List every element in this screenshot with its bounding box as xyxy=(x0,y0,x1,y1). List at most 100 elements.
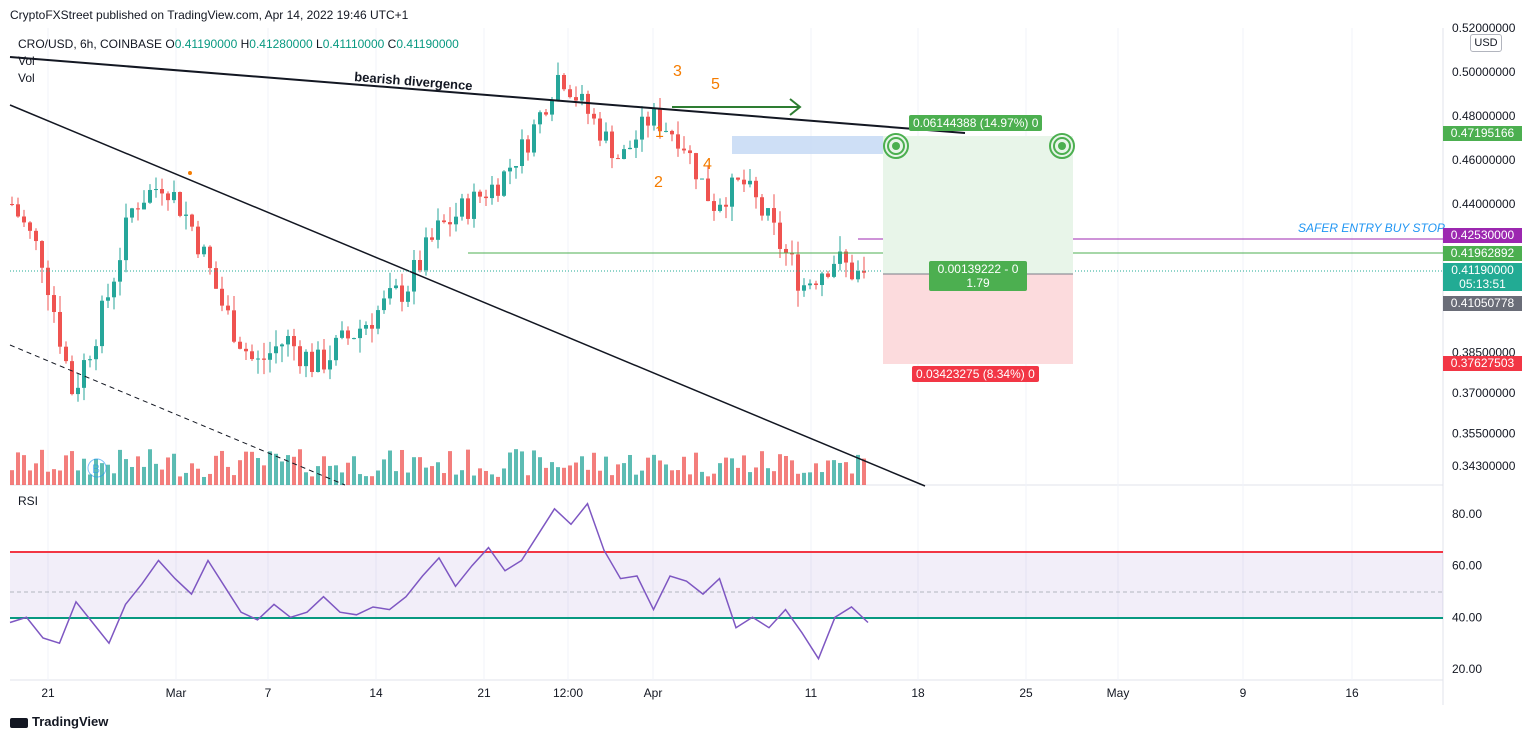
candle-body xyxy=(490,184,494,199)
candle-body xyxy=(562,74,566,90)
footer-brand-text: TradingView xyxy=(32,714,109,729)
price-tick-label: 0.37000000 xyxy=(1452,386,1516,400)
price-tick-label: 0.44000000 xyxy=(1452,197,1516,211)
candle-body xyxy=(316,349,320,372)
candle-body xyxy=(850,262,854,280)
volume-bar xyxy=(334,465,338,485)
candle-body xyxy=(772,208,776,223)
candle-body xyxy=(508,167,512,172)
candle-body xyxy=(346,330,350,339)
time-tick-label: Mar xyxy=(166,686,187,700)
candle-body xyxy=(778,222,782,249)
entry-box: 0.00139222 - 0 1.79 xyxy=(929,261,1027,291)
volume-bar xyxy=(682,456,686,485)
volume-bar xyxy=(490,474,494,485)
volume-bar xyxy=(472,475,476,485)
candle-body xyxy=(268,353,272,360)
candle-body xyxy=(46,267,50,296)
volume-bar xyxy=(712,473,716,485)
volume-bar xyxy=(376,470,380,485)
candle-body xyxy=(286,336,290,345)
candles xyxy=(10,62,866,402)
candle-body xyxy=(76,387,80,395)
volume-bar xyxy=(502,468,506,485)
volume-bar xyxy=(628,454,632,485)
candle-body xyxy=(520,139,524,166)
volume-bar xyxy=(166,457,170,485)
time-tick-label: 11 xyxy=(805,686,818,700)
volume-bar xyxy=(406,472,410,485)
wave-4-label: 4 xyxy=(703,156,712,173)
volume-bar xyxy=(10,470,14,485)
candle-body xyxy=(178,192,182,216)
candle-body xyxy=(538,112,542,125)
price-tick-label: 0.48000000 xyxy=(1452,109,1516,123)
legend-close: 0.41190000 xyxy=(396,37,459,51)
volume-bar xyxy=(760,451,764,485)
candle-body xyxy=(28,222,32,231)
candle-body xyxy=(502,171,506,196)
volume-bar xyxy=(796,473,800,485)
candle-body xyxy=(334,337,338,361)
volume-bar xyxy=(778,454,782,485)
candle-body xyxy=(310,351,314,372)
candle-body xyxy=(556,74,560,101)
volume-bar xyxy=(766,468,770,485)
candle-body xyxy=(154,189,158,191)
volume-bars xyxy=(10,449,866,485)
volume-bar xyxy=(124,459,128,485)
volume-bar xyxy=(160,469,164,485)
time-tick-label: 16 xyxy=(1345,686,1359,700)
last-price-tag: 0.41190000 05:13:51 xyxy=(1443,263,1522,291)
currency-badge[interactable]: USD xyxy=(1470,34,1502,52)
candle-body xyxy=(598,118,602,141)
legend-open-label: O xyxy=(165,37,175,51)
legend-ohlc: CRO/USD, 6h, COINBASE O0.41190000 H0.412… xyxy=(18,36,459,53)
rsi-tick-label: 80.00 xyxy=(1452,507,1482,521)
candle-body xyxy=(640,116,644,140)
candle-body xyxy=(784,248,788,253)
legend-low: 0.41110000 xyxy=(322,37,385,51)
volume-bar xyxy=(418,457,422,485)
footer-brand[interactable]: TradingView xyxy=(10,714,108,729)
volume-bar xyxy=(214,455,218,485)
candle-body xyxy=(376,310,380,329)
candle-body xyxy=(808,283,812,286)
volume-bar xyxy=(514,449,518,485)
candle-body xyxy=(754,180,758,198)
wave-5-label: 5 xyxy=(711,76,720,93)
candle-body xyxy=(550,100,554,115)
volume-bar xyxy=(130,466,134,485)
volume-bar xyxy=(178,476,182,485)
target-circle-right xyxy=(1049,133,1075,159)
ratio-label: 1.79 xyxy=(966,276,990,290)
volume-bar xyxy=(256,458,260,485)
candle-body xyxy=(844,251,848,263)
volume-bar xyxy=(250,451,254,485)
candle-body xyxy=(358,328,362,339)
volume-bar xyxy=(394,471,398,485)
wave-1-label: 1 xyxy=(655,124,664,141)
candle-body xyxy=(244,348,248,352)
candle-body xyxy=(322,349,326,370)
volume-bar xyxy=(856,454,860,485)
volume-bar xyxy=(700,471,704,485)
candle-body xyxy=(544,112,548,115)
volume-bar xyxy=(460,470,464,485)
rsi-tick-label: 20.00 xyxy=(1452,662,1482,676)
volume-bar xyxy=(754,467,758,485)
volume-bar xyxy=(706,476,710,485)
volume-bar xyxy=(364,476,368,485)
volume-bar xyxy=(448,451,452,485)
volume-bar xyxy=(268,451,272,485)
candle-body xyxy=(58,311,62,347)
candle-body xyxy=(16,204,20,217)
candle-body xyxy=(412,259,416,292)
volume-bar xyxy=(688,474,692,485)
candle-body xyxy=(760,197,764,216)
candle-body xyxy=(814,283,818,286)
candle-body xyxy=(406,291,410,302)
candle-body xyxy=(256,358,260,360)
candle-body xyxy=(496,184,500,196)
